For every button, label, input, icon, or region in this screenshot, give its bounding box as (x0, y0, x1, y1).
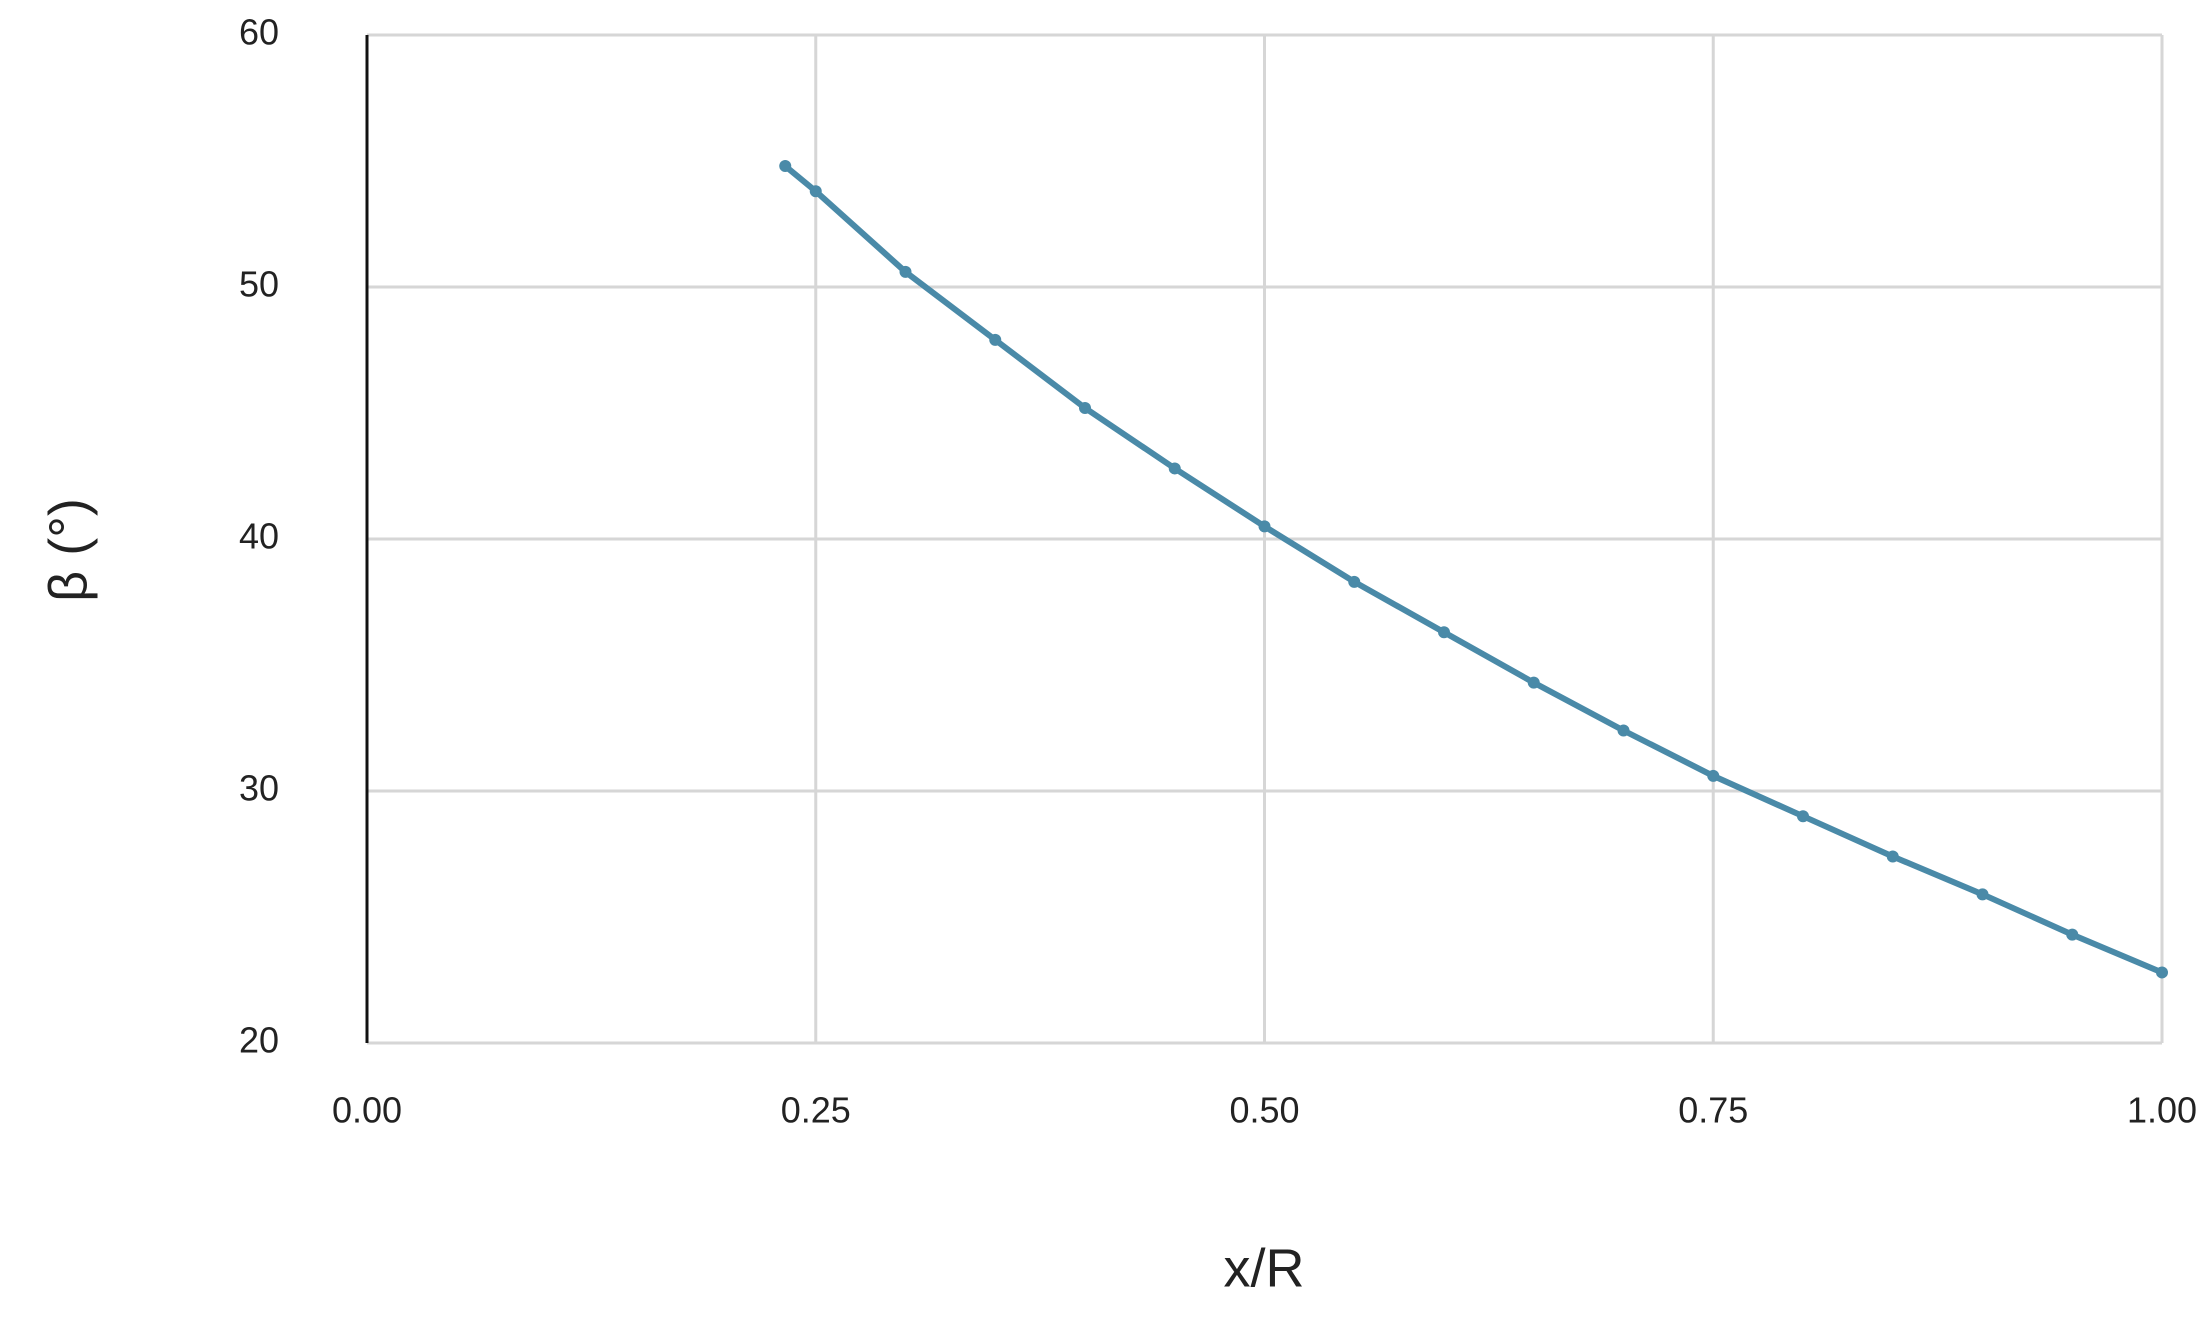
point (989, 333, 1002, 346)
x-tick-label: 0.50 (1229, 1090, 1299, 1131)
y-tick-label: 30 (239, 768, 279, 809)
point (1707, 769, 1720, 782)
point (1079, 401, 1091, 414)
y-tick-label: 60 (239, 12, 279, 53)
y-tick-label: 40 (239, 516, 279, 557)
point (1348, 575, 1361, 588)
point (1258, 520, 1271, 533)
point (1797, 810, 1809, 823)
point (1976, 888, 1989, 901)
point (2156, 966, 2168, 979)
x-tick-label: 0.75 (1678, 1090, 1748, 1131)
point (2066, 928, 2079, 941)
point (1527, 676, 1540, 689)
y-tick-label: 20 (239, 1020, 279, 1061)
point (1438, 626, 1450, 639)
x-tick-label: 1.00 (2127, 1090, 2197, 1131)
y-axis-title: β (°) (38, 498, 98, 602)
point (899, 265, 912, 278)
point (1168, 462, 1181, 475)
point (779, 160, 792, 173)
y-tick-label: 50 (239, 264, 279, 305)
x-axis-title: x/R (1224, 1238, 1305, 1298)
point (1617, 724, 1630, 737)
x-tick-label: 0.00 (332, 1090, 402, 1131)
x-tick-label: 0.25 (781, 1090, 851, 1131)
point (809, 185, 822, 198)
point (1886, 850, 1899, 863)
